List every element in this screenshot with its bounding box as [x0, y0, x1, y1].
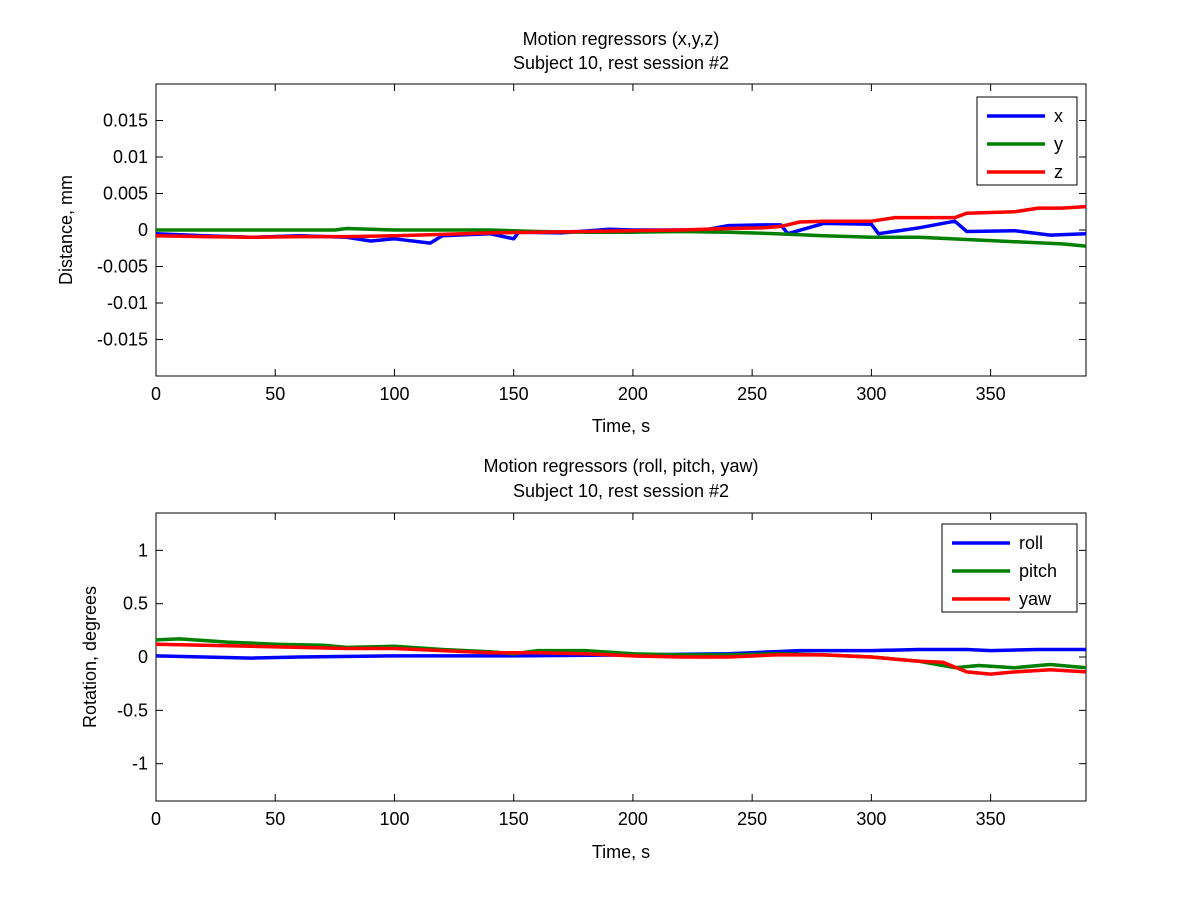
series-line-z — [156, 204, 1086, 240]
x-tick-label: 150 — [499, 384, 529, 404]
y-tick-label: -0.005 — [97, 257, 148, 277]
y-tick-label: 0 — [138, 220, 148, 240]
legend-label-pitch: pitch — [1019, 561, 1057, 581]
x-tick-label: 300 — [856, 809, 886, 829]
x-tick-label: 250 — [737, 809, 767, 829]
y-tick-label: 0.5 — [123, 594, 148, 614]
legend-label-yaw: yaw — [1019, 589, 1052, 609]
y-tick-label: -0.01 — [107, 293, 148, 313]
y-tick-label: 1 — [138, 540, 148, 560]
y-tick-label: -1 — [132, 754, 148, 774]
x-tick-label: 50 — [265, 384, 285, 404]
x-tick-label: 200 — [618, 809, 648, 829]
legend-label-x: x — [1054, 106, 1063, 126]
y-tick-label: 0.01 — [113, 147, 148, 167]
y-tick-label: 0 — [138, 647, 148, 667]
chart-title: Motion regressors (x,y,z) — [523, 29, 720, 49]
y-tick-label: -0.015 — [97, 330, 148, 350]
y-tick-label: 0.015 — [103, 111, 148, 131]
x-tick-label: 100 — [379, 809, 409, 829]
translation-chart: Motion regressors (x,y,z) Subject 10, res… — [56, 29, 1087, 436]
rotation-chart: Motion regressors (roll, pitch, yaw) Subj… — [80, 456, 1087, 862]
x-axis-label: Time, s — [592, 842, 650, 862]
x-tick-label: 300 — [856, 384, 886, 404]
x-tick-label: 200 — [618, 384, 648, 404]
y-axis-label: Rotation, degrees — [80, 586, 100, 728]
x-tick-label: 50 — [265, 809, 285, 829]
x-tick-label: 350 — [976, 384, 1006, 404]
x-tick-label: 350 — [976, 809, 1006, 829]
y-tick-label: 0.005 — [103, 184, 148, 204]
series-line-yaw — [156, 642, 1086, 676]
legend-label-z: z — [1054, 162, 1063, 182]
legend-label-y: y — [1054, 134, 1063, 154]
x-axis-label: Time, s — [592, 416, 650, 436]
chart-subtitle: Subject 10, rest session #2 — [513, 53, 729, 73]
x-tick-label: 100 — [379, 384, 409, 404]
y-tick-label: -0.5 — [117, 700, 148, 720]
y-axis-label: Distance, mm — [56, 175, 76, 285]
x-tick-label: 0 — [151, 384, 161, 404]
chart-subtitle: Subject 10, rest session #2 — [513, 481, 729, 501]
x-tick-label: 250 — [737, 384, 767, 404]
legend-label-roll: roll — [1019, 533, 1043, 553]
chart-title: Motion regressors (roll, pitch, yaw) — [483, 456, 758, 476]
x-tick-label: 150 — [499, 809, 529, 829]
x-tick-label: 0 — [151, 809, 161, 829]
